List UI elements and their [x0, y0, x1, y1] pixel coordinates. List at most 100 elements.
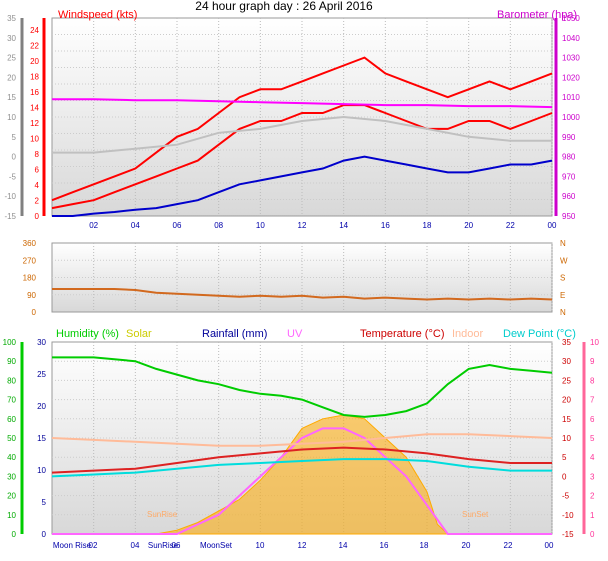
outer-left-tick-label: 30 — [7, 34, 16, 43]
uv-line — [52, 427, 552, 535]
temperature-tick-label: 25 — [562, 376, 571, 385]
rainfall-tick-label: 25 — [37, 370, 46, 379]
humidity-tick-label: 0 — [12, 530, 17, 539]
x-tick-label: Moon Rise — [53, 541, 92, 550]
outer-left-tick-label: -10 — [4, 192, 16, 201]
temperature-line — [51, 446, 552, 474]
temperature-tick-label: -15 — [562, 530, 574, 539]
x-tick-label: 10 — [256, 221, 265, 230]
compass-tick-label: N — [560, 239, 566, 248]
outer-left-tick-label: 15 — [7, 93, 16, 102]
temperature-tick-label: 35 — [562, 338, 571, 347]
x-tick-label: 20 — [464, 221, 473, 230]
x-tick-label: 02 — [89, 541, 98, 550]
average-wind-line — [52, 155, 553, 217]
temperature-tick-label: 0 — [562, 472, 567, 481]
wind-chill-line — [52, 115, 552, 154]
x-tick-label: 00 — [548, 221, 557, 230]
wind-gust-line — [51, 56, 553, 202]
x-tick-label: 16 — [381, 221, 390, 230]
legend-label: Dew Point (°C) — [503, 328, 576, 340]
legend-label: UV — [287, 328, 303, 340]
direction-tick-label: 90 — [27, 291, 36, 300]
outer-left-tick-label: 10 — [7, 113, 16, 122]
x-tick-label: 00 — [545, 541, 554, 550]
x-tick-label: 22 — [504, 541, 513, 550]
barometer-tick-label: 960 — [562, 192, 576, 201]
compass-tick-label: N — [560, 308, 566, 317]
uv-tick-label: 4 — [590, 453, 595, 462]
x-tick-label: 18 — [423, 221, 432, 230]
uv-tick-label: 9 — [590, 357, 595, 366]
outer-left-tick-label: 20 — [7, 73, 16, 82]
humidity-tick-label: 30 — [7, 472, 16, 481]
x-tick-label: 06 — [173, 221, 182, 230]
windspeed-tick-label: 2 — [35, 197, 40, 206]
humidity-tick-label: 90 — [7, 357, 16, 366]
windspeed-tick-label: 4 — [35, 181, 40, 190]
x-tick-label: 04 — [131, 221, 140, 230]
outer-left-tick-label: 0 — [12, 153, 17, 162]
rainfall-tick-label: 0 — [42, 530, 47, 539]
legend-label: Humidity (%) — [56, 328, 119, 340]
legend-label: Rainfall (mm) — [202, 328, 267, 340]
outer-left-tick-label: 35 — [7, 14, 16, 23]
direction-tick-label: 180 — [23, 274, 37, 283]
uv-tick-label: 6 — [590, 415, 595, 424]
barometer-tick-label: 1030 — [562, 54, 580, 63]
windspeed-line — [51, 104, 553, 210]
barometer-tick-label: 990 — [562, 133, 576, 142]
temperature-tick-label: -5 — [562, 492, 570, 501]
compass-tick-label: E — [560, 291, 565, 300]
legend-label: Temperature (°C) — [360, 328, 444, 340]
compass-tick-label: S — [560, 274, 565, 283]
barometer-tick-label: 1000 — [562, 113, 580, 122]
barometer-tick-label: 1010 — [562, 93, 580, 102]
x-tick-label: 16 — [380, 541, 389, 550]
x-tick-label: SunRise — [148, 541, 179, 550]
uv-tick-label: 7 — [590, 396, 595, 405]
uv-tick-label: 5 — [590, 434, 595, 443]
temperature-tick-label: 20 — [562, 396, 571, 405]
barometer-tick-label: 1040 — [562, 34, 580, 43]
x-tick-label: 22 — [506, 221, 515, 230]
humidity-tick-label: 10 — [7, 511, 16, 520]
legend-label: Solar — [126, 328, 152, 340]
temperature-tick-label: 30 — [562, 357, 571, 366]
outer-left-tick-label: -5 — [9, 172, 17, 181]
dew-point-line — [51, 458, 552, 478]
humidity-tick-label: 100 — [3, 338, 17, 347]
x-tick-label: 04 — [131, 541, 140, 550]
x-tick-label: 02 — [89, 221, 98, 230]
rainfall-tick-label: 20 — [37, 402, 46, 411]
outer-left-tick-label: 25 — [7, 54, 16, 63]
uv-tick-label: 3 — [590, 472, 595, 481]
x-tick-label: 20 — [462, 541, 471, 550]
x-tick-label: 12 — [298, 541, 307, 550]
uv-tick-label: 0 — [590, 530, 595, 539]
barometer-tick-label: 1020 — [562, 73, 580, 82]
windspeed-tick-label: 18 — [30, 73, 39, 82]
temperature-tick-label: -10 — [562, 511, 574, 520]
direction-tick-label: 270 — [23, 256, 37, 265]
windspeed-tick-label: 22 — [30, 42, 39, 51]
x-tick-label: 18 — [420, 541, 429, 550]
barometer-tick-label: 1050 — [562, 14, 580, 23]
uv-tick-label: 2 — [590, 492, 595, 501]
x-tick-label: 14 — [339, 221, 348, 230]
barometer-tick-label: 950 — [562, 212, 576, 221]
uv-tick-label: 10 — [590, 338, 599, 347]
rainfall-tick-label: 5 — [42, 498, 47, 507]
x-tick-label: 10 — [256, 541, 265, 550]
uv-tick-label: 1 — [590, 511, 595, 520]
barometer-tick-label: 970 — [562, 172, 576, 181]
humidity-tick-label: 40 — [7, 453, 16, 462]
humidity-tick-label: 80 — [7, 376, 16, 385]
windspeed-tick-label: 14 — [30, 104, 39, 113]
barometer-axis-label: Barometer (hpa) — [497, 9, 577, 21]
rainfall-tick-label: 10 — [37, 466, 46, 475]
humidity-tick-label: 60 — [7, 415, 16, 424]
windspeed-tick-label: 8 — [35, 150, 40, 159]
